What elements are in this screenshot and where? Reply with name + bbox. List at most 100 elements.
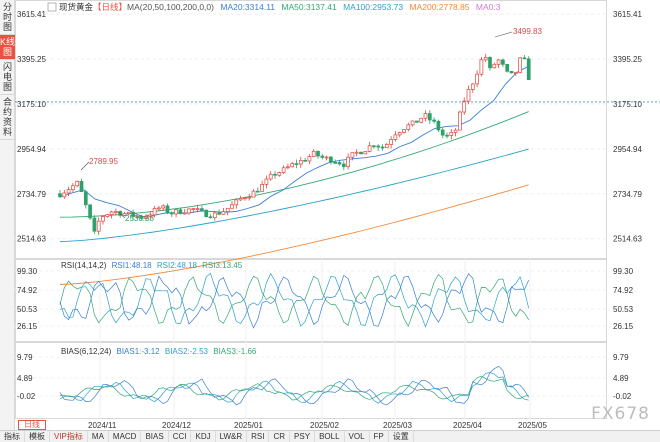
candle-body bbox=[255, 190, 260, 193]
candle-body bbox=[316, 150, 320, 157]
legend-rsi2: RSI2:48.18 bbox=[157, 261, 198, 270]
candle-body bbox=[350, 152, 355, 158]
candle-body bbox=[462, 100, 467, 113]
toolbar-item-5[interactable]: BIAS bbox=[141, 430, 169, 442]
candle-body bbox=[66, 189, 71, 194]
toolbar-item-9[interactable]: RSI bbox=[247, 430, 270, 442]
kline-chart-svg[interactable]: 3615.41 3615.41 3395.25 3395.25 3175.10 3175.… bbox=[15, 0, 660, 430]
toolbar-item-12[interactable]: BOLL bbox=[315, 430, 345, 442]
legend-ma200: MA200:2778.85 bbox=[409, 2, 469, 12]
candle-body bbox=[518, 57, 522, 73]
bias-line bbox=[59, 365, 529, 406]
toolbar-item-8[interactable]: LW&R bbox=[216, 430, 248, 442]
rsi-params: RSI(14,14,2) bbox=[61, 261, 107, 270]
toolbar-item-11[interactable]: PSY bbox=[290, 430, 316, 442]
candle-body bbox=[432, 119, 436, 122]
rsi-tick-label: 74.92 bbox=[613, 286, 634, 295]
y-tick-label: 3395.25 bbox=[613, 55, 642, 64]
y-tick-label: 3615.41 bbox=[613, 10, 642, 19]
candle-body bbox=[182, 212, 187, 215]
candle-body bbox=[479, 59, 484, 75]
candle-body bbox=[126, 211, 131, 214]
candle-body bbox=[475, 73, 479, 85]
candle-body bbox=[298, 160, 303, 165]
ma-line-ma20 bbox=[59, 65, 529, 218]
y-tick-label-left: 3615.41 bbox=[17, 10, 46, 19]
candle-body bbox=[509, 70, 514, 74]
period-label: 【日线】 bbox=[93, 2, 127, 12]
candle-body bbox=[165, 205, 170, 214]
legend-rsi1: RSI1:48.18 bbox=[112, 261, 153, 270]
candle-body bbox=[393, 134, 398, 140]
bias-line bbox=[59, 375, 529, 401]
candle-body bbox=[230, 204, 234, 209]
moving-average-lines bbox=[59, 65, 529, 285]
candle-body bbox=[122, 213, 127, 216]
tab-timeshare[interactable]: 分时图 bbox=[0, 0, 15, 35]
y-tick-label: 2954.94 bbox=[613, 145, 642, 154]
candle-body bbox=[522, 57, 527, 60]
candle-body bbox=[178, 209, 183, 215]
candle-body bbox=[247, 196, 252, 199]
toolbar-item-3[interactable]: MA bbox=[88, 430, 109, 442]
candle-body bbox=[109, 211, 114, 215]
candle-body bbox=[221, 211, 226, 215]
svg-text:BIAS(6,12,24) BIAS1:-3.1: BIAS(6,12,24) BIAS1:-3.12 BIAS2:-2.53 BI… bbox=[61, 347, 257, 356]
chart-type-tabs: 分时图 K线图 闪电图 合约资料 bbox=[0, 0, 15, 430]
candle-body bbox=[277, 172, 282, 176]
legend-bias2: BIAS2:-2.53 bbox=[165, 347, 209, 356]
tab-kline[interactable]: K线图 bbox=[0, 35, 15, 60]
candle-body bbox=[204, 209, 209, 218]
candle-body bbox=[436, 120, 441, 131]
candle-body bbox=[75, 181, 80, 187]
legend-bias3: BIAS3:-1.66 bbox=[213, 347, 257, 356]
candle-body bbox=[88, 204, 92, 219]
candle-body bbox=[389, 139, 393, 145]
toolbar-item-14[interactable]: FP bbox=[370, 430, 389, 442]
candle-body bbox=[449, 132, 454, 136]
candle-body bbox=[131, 211, 135, 217]
toolbar-item-10[interactable]: CR bbox=[269, 430, 291, 442]
chart-area[interactable]: 3615.41 3615.41 3395.25 3395.25 3175.10 3175.… bbox=[15, 0, 660, 430]
candle-body bbox=[488, 57, 492, 69]
y-axis-labels: 3615.41 3615.41 3395.25 3395.25 3175.10 3175.… bbox=[17, 10, 642, 401]
rsi-tick-label-left: 50.53 bbox=[17, 305, 38, 314]
candle-body bbox=[157, 207, 161, 210]
bias-tick-label-left: -0.02 bbox=[17, 392, 36, 401]
candle-body bbox=[483, 57, 488, 61]
candle-body bbox=[191, 208, 196, 210]
toolbar-item-15[interactable]: 设置 bbox=[389, 430, 414, 442]
candle-body bbox=[470, 83, 475, 90]
toolbar-item-2[interactable]: VIP指标 bbox=[50, 430, 88, 442]
indicator-toolbar: 指标 模板 VIP指标 MA MACD BIAS CCI KDJ LW&R RSI CR PSY BOL… bbox=[0, 430, 660, 442]
candle-body bbox=[294, 163, 299, 165]
candle-body bbox=[92, 217, 97, 232]
candle-body bbox=[496, 59, 501, 65]
y-tick-label-left: 2954.94 bbox=[17, 145, 46, 154]
candle-body bbox=[62, 192, 67, 198]
tab-lightning[interactable]: 闪电图 bbox=[0, 60, 15, 95]
candle-body bbox=[501, 59, 505, 65]
candle-body bbox=[466, 89, 471, 102]
candle-body bbox=[376, 145, 381, 148]
candle-body bbox=[212, 212, 217, 219]
candle-body bbox=[101, 216, 105, 222]
toolbar-item-7[interactable]: KDJ bbox=[191, 430, 216, 442]
toolbar-item-0[interactable]: 指标 bbox=[0, 430, 25, 442]
toolbar-item-4[interactable]: MACD bbox=[109, 430, 142, 442]
candle-body bbox=[526, 58, 531, 81]
period-selector-button[interactable]: 日线 bbox=[18, 420, 46, 430]
candle-body bbox=[174, 209, 178, 215]
candle-body bbox=[96, 220, 101, 232]
candle-body bbox=[79, 181, 84, 193]
toolbar-item-13[interactable]: VOL bbox=[345, 430, 370, 442]
candle-body bbox=[372, 145, 376, 148]
rsi-line bbox=[59, 273, 530, 329]
tab-contract-info[interactable]: 合约资料 bbox=[0, 95, 15, 140]
toolbar-item-6[interactable]: CCI bbox=[169, 430, 192, 442]
toolbar-item-1[interactable]: 模板 bbox=[25, 430, 50, 442]
legend-toggle-icon[interactable] bbox=[47, 2, 57, 12]
ma-line-ma50 bbox=[59, 111, 529, 218]
candle-body bbox=[440, 129, 445, 136]
legend-ma0: MA0:3 bbox=[476, 2, 501, 12]
